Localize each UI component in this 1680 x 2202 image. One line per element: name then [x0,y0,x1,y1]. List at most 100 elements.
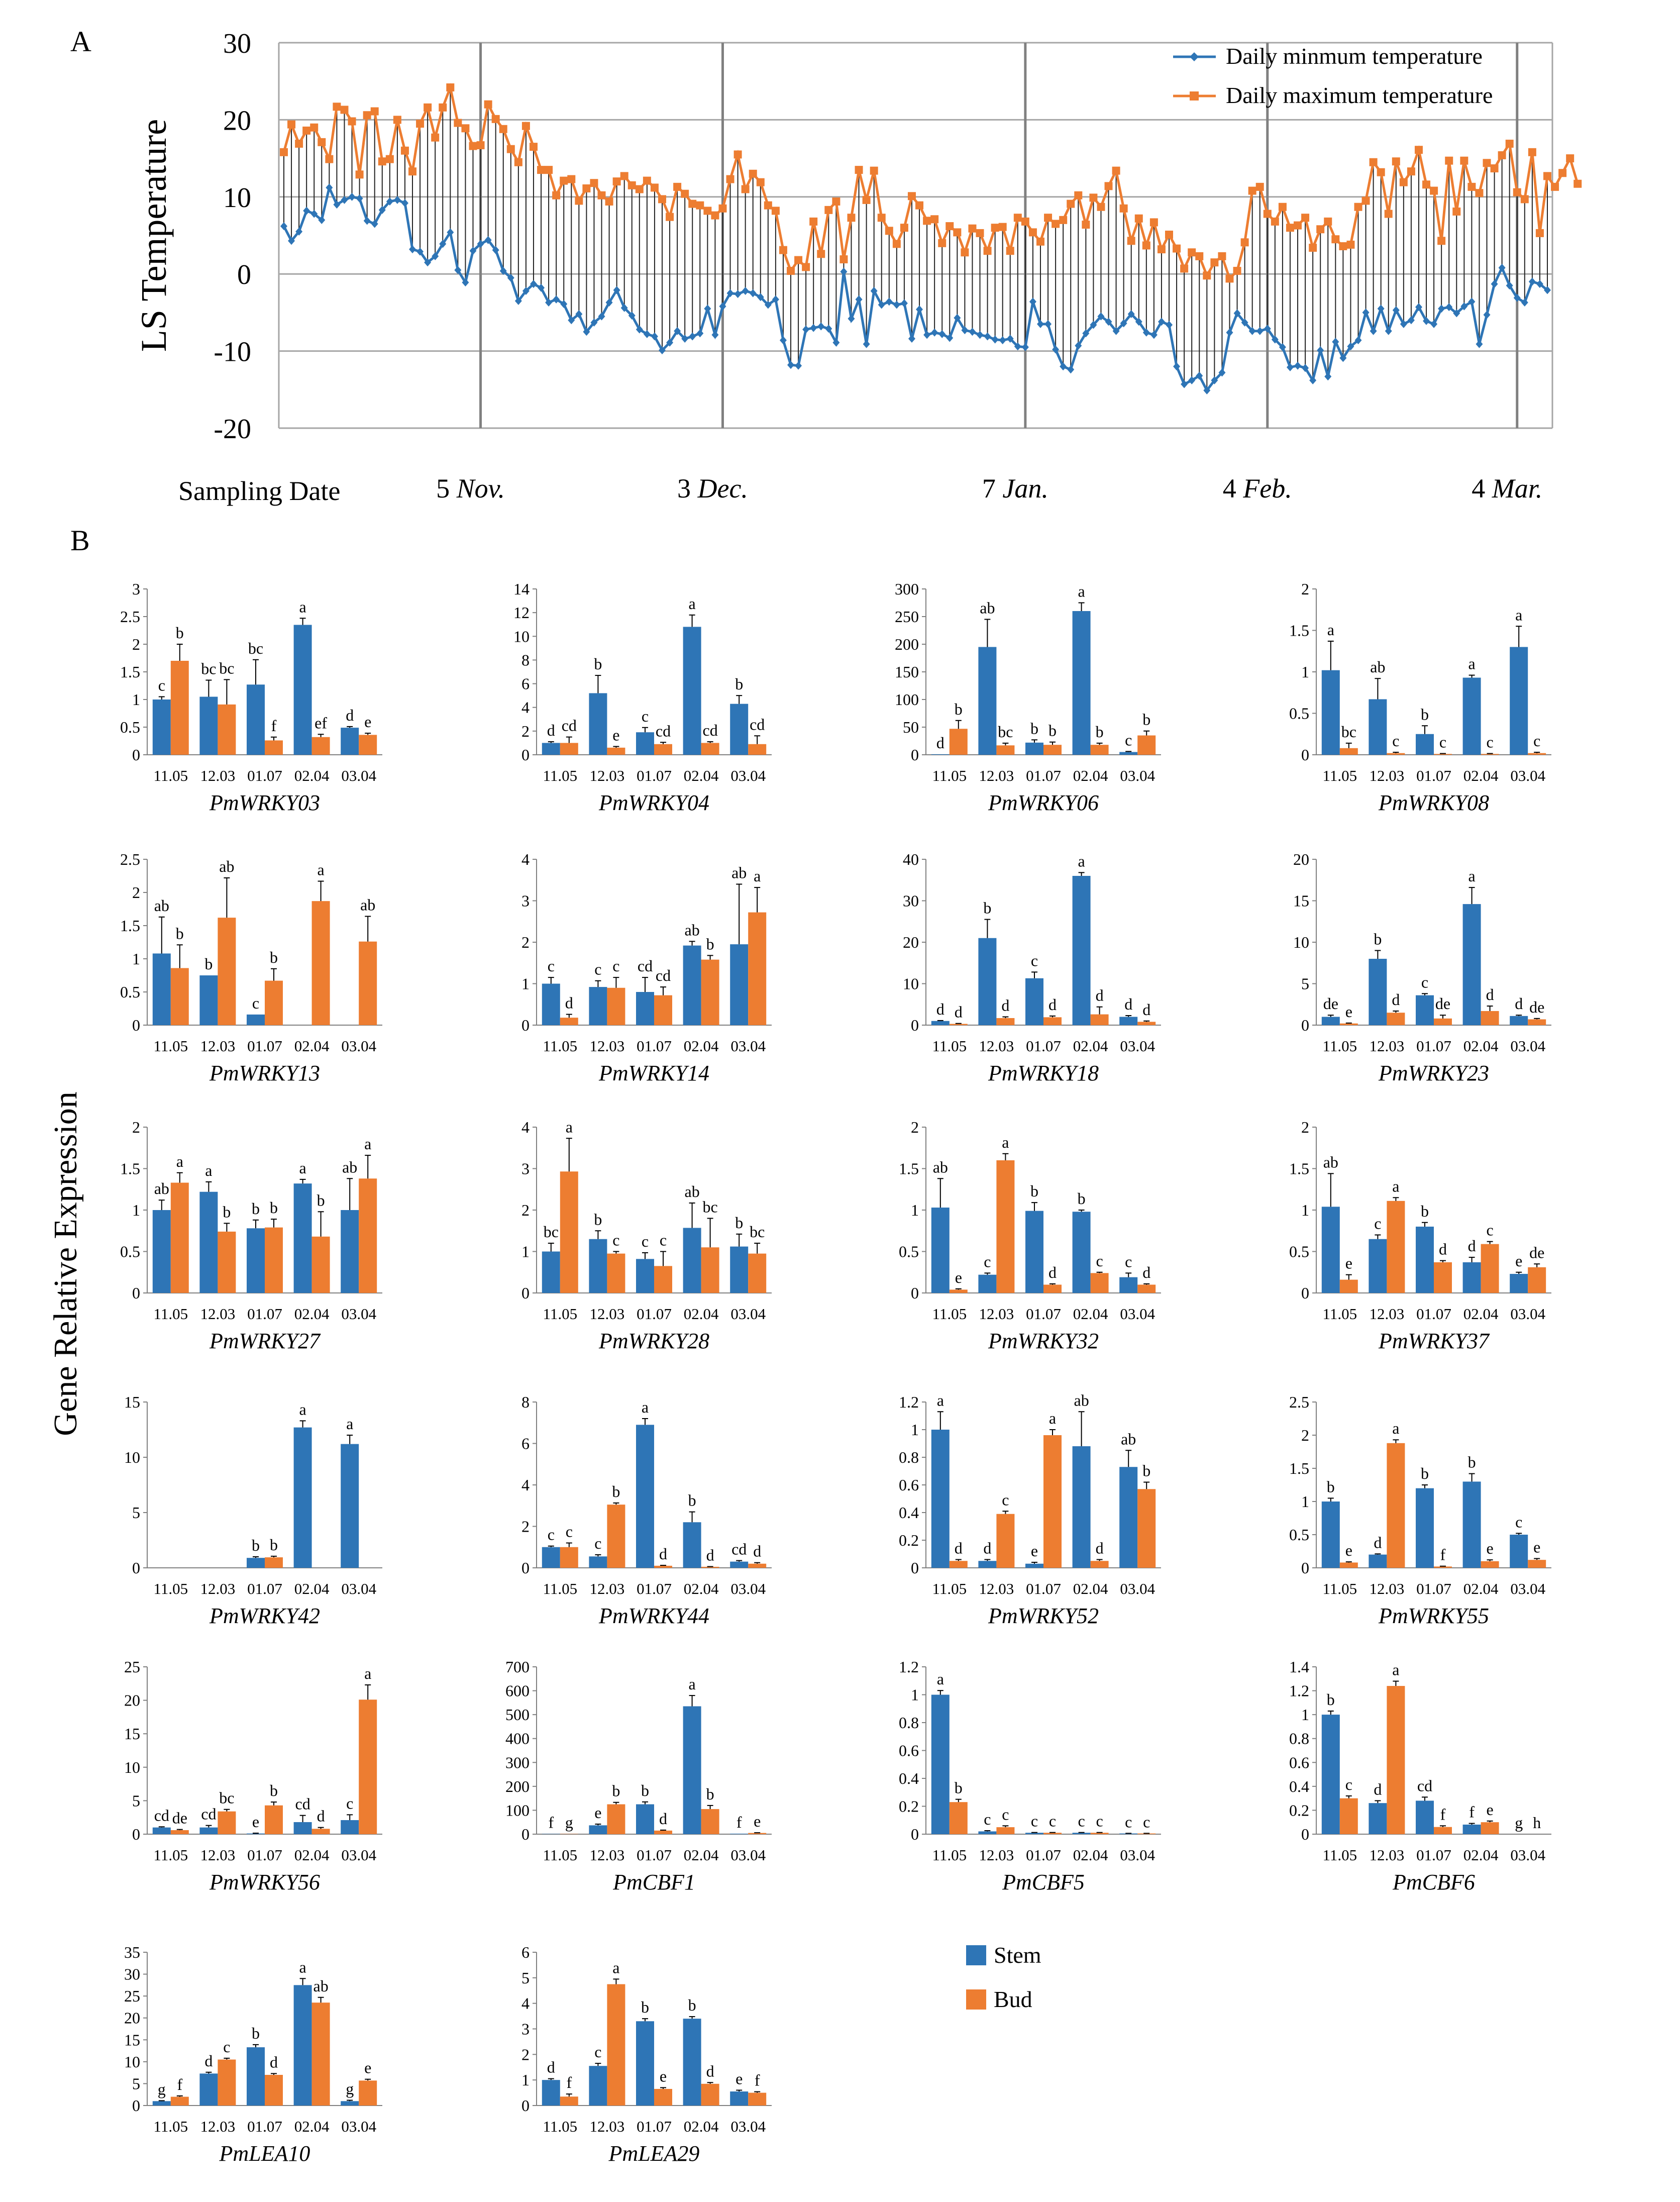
temperature-axis-label: LS Temperature [134,119,174,352]
max-temp-point [961,248,969,257]
stem-bar [542,1251,560,1293]
min-temp-point [832,338,840,347]
stem-bar [1462,677,1481,755]
bud-bar [996,1514,1015,1568]
x-tick-label: 02.04 [294,1580,330,1597]
significance-letter: d [1486,985,1494,1004]
max-temp-point [650,183,659,192]
significance-letter: d [1468,1237,1476,1255]
x-tick-label: 03.04 [341,1846,376,1864]
max-temp-point [855,166,863,174]
legend-bud-label: Bud [994,1986,1032,2012]
significance-letter: a [1392,1661,1399,1679]
bud-bar [654,2088,672,2106]
y-tick-label: 0 [521,1559,530,1577]
y-tick-label: 2 [521,1201,530,1219]
max-temp-point [794,256,803,264]
gene-title: PmWRKY06 [988,790,1099,815]
x-tick-label: 03.04 [1120,1846,1155,1864]
x-tick-label: 12.03 [1370,1580,1405,1597]
max-temp-point [514,158,522,166]
min-temp-point [1203,386,1211,394]
y-tick-label: 1.2 [899,1393,919,1411]
min-temp-point [1173,362,1181,371]
stem-bar [1369,1239,1387,1293]
min-temp-point [885,297,893,306]
significance-letter: c [1078,1812,1085,1830]
significance-letter: d [659,1545,667,1563]
min-temp-point [931,328,938,337]
significance-letter: e [1345,1254,1352,1272]
significance-letter: a [364,1664,371,1682]
significance-letter: c [1096,1252,1103,1270]
significance-letter: d [1142,1263,1150,1281]
x-tick-label: 01.07 [247,767,282,784]
max-temp-point [915,201,924,210]
legend-marker [1190,91,1199,101]
panel-b-label: B [70,524,90,557]
max-temp-point [1180,264,1189,273]
y-tick-label: 0.4 [899,1504,919,1522]
x-tick-label: 11.05 [1322,1846,1357,1864]
stem-bar [683,1228,701,1293]
max-temp-point [552,191,561,199]
max-temp-point [1271,217,1279,226]
min-temp-point [825,325,832,333]
stem-bar [199,975,218,1025]
significance-letter: c [1125,1252,1132,1270]
significance-letter: d [936,1000,944,1018]
x-tick-label: 12.03 [200,2118,236,2135]
significance-letter: e [1031,1542,1038,1560]
max-temp-point [885,227,893,235]
max-temp-point [529,143,538,151]
min-temp-point [742,286,749,295]
min-temp-point [1513,293,1521,302]
min-temp-point [643,330,651,338]
bud-bar [996,1160,1015,1293]
min-temp-point [923,331,931,339]
x-tick-label: 02.04 [1073,1305,1108,1323]
max-temp-point [809,217,818,226]
max-temp-point [983,247,992,255]
min-temp-point [674,327,681,335]
max-temp-point [1452,207,1461,216]
stem-bar [1025,1563,1043,1568]
stem-bar [589,1556,607,1568]
stem-bar [1025,742,1043,755]
min-temp-point [757,293,764,302]
min-temp-point [1120,319,1127,328]
significance-letter: e [612,726,619,744]
y-tick-label: 0 [911,746,919,764]
significance-letter: c [1486,1221,1493,1239]
significance-letter: a [1468,867,1475,885]
max-temp-point [1006,247,1014,255]
min-temp-point [1090,321,1097,329]
x-tick-label: 01.07 [637,767,672,784]
bud-bar [560,2096,578,2106]
max-temp-point [703,207,712,215]
x-tick-label: 12.03 [590,767,625,784]
expression-chart: 0 0.2 0.4 0.6 0.8 1 1.2 1.4 11.05 b c 12.03 d a 01.07 c… [1289,1658,1551,1894]
min-temp-point [363,217,371,225]
significance-letter: d [1048,1263,1057,1281]
y-tick-label: -10 [214,337,251,368]
stem-bar [636,732,654,755]
significance-letter: d [706,1546,714,1564]
max-temp-point [416,120,425,128]
min-temp-point [1248,327,1256,335]
min-temp-point [530,280,537,288]
min-temp-point [1400,320,1407,328]
significance-letter: b [223,1203,231,1221]
significance-letter: cd [731,1540,747,1558]
expression-chart: 00.511.5211.05abe12.03ca01.07bd02.04dc03… [1289,1118,1551,1353]
bud-bar [607,747,625,755]
x-tick-label: 01.07 [1416,1037,1451,1055]
stem-bar [199,1191,218,1293]
max-temp-point [1414,146,1423,154]
significance-letter: b [252,2024,260,2042]
y-tick-label: 20 [223,105,251,136]
stem-bar [542,1547,560,1568]
significance-letter: b [955,1779,963,1797]
max-temp-point [1369,158,1378,166]
